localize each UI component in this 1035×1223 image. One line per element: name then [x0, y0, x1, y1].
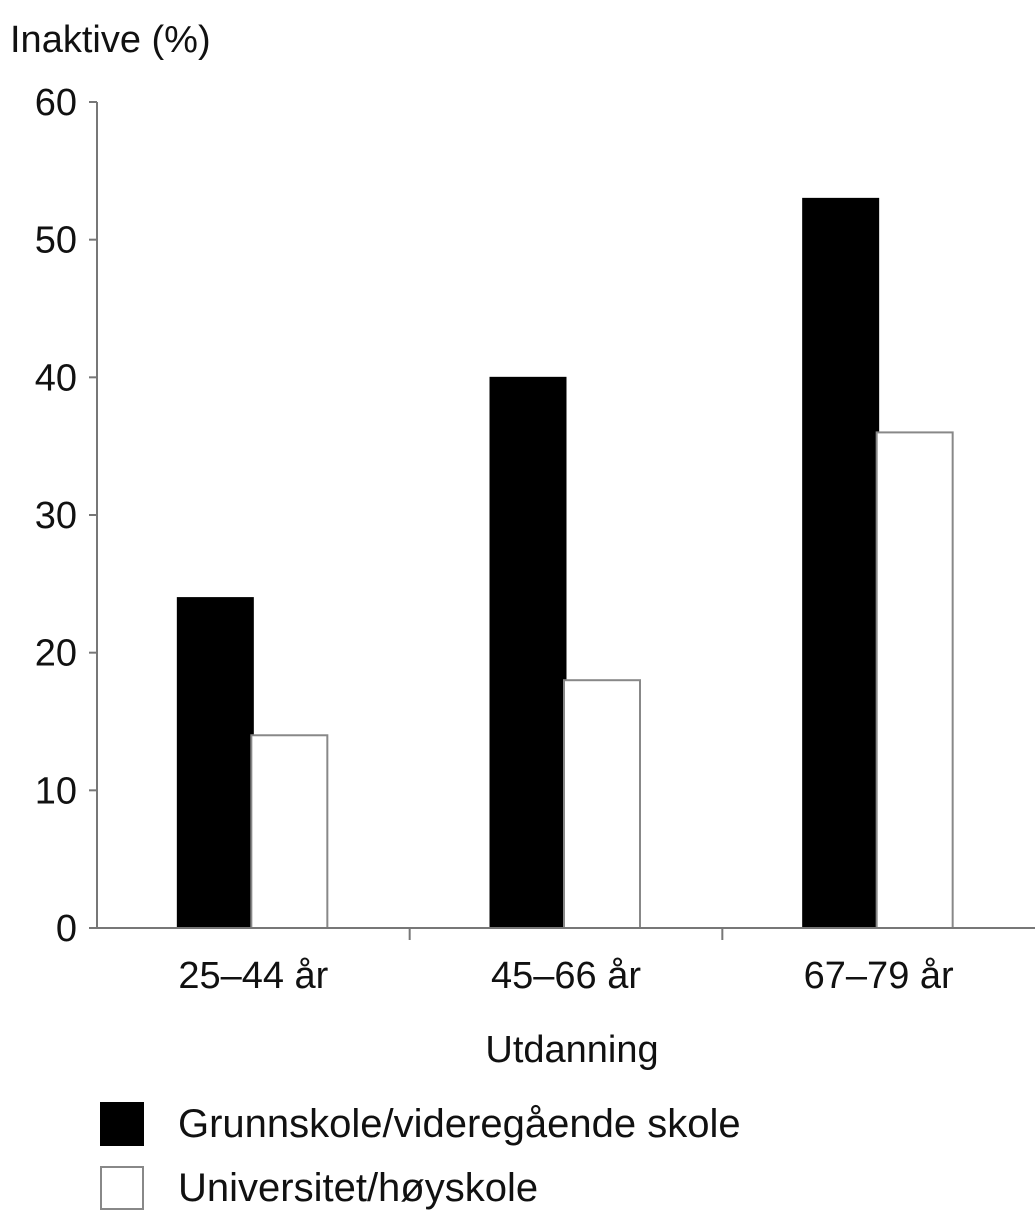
bar-chart: Inaktive (%) 0 10 20 30 40 50 60 25–44 år 45–66… [10, 19, 1035, 1071]
bar-series-1 [176, 597, 254, 929]
bar-series-2 [875, 431, 954, 929]
y-tick-label: 50 [35, 220, 77, 262]
bars [176, 197, 954, 930]
bar-series-1 [489, 376, 567, 929]
legend-swatch-series-2 [100, 1166, 144, 1210]
y-axis: 0 10 20 30 40 50 60 [35, 82, 98, 950]
x-axis-title: Utdanning [485, 1029, 658, 1071]
legend-label-series-2: Universitet/høyskole [178, 1165, 539, 1210]
y-axis-title: Inaktive (%) [10, 19, 211, 61]
legend-item-series-1: Grunnskole/videregående skole [100, 1095, 741, 1153]
x-tick-label: 67–79 år [804, 955, 954, 997]
legend-item-series-2: Universitet/høyskole [100, 1159, 741, 1217]
y-tick-label: 60 [35, 82, 77, 124]
y-tick-label: 0 [56, 908, 77, 950]
x-tick-label: 25–44 år [178, 955, 328, 997]
bar-series-1 [802, 197, 880, 929]
y-tick-label: 10 [35, 770, 77, 812]
y-tick-label: 20 [35, 633, 77, 675]
legend-swatch-series-1 [100, 1102, 144, 1146]
y-tick-label: 40 [35, 357, 77, 399]
x-axis: 25–44 år 45–66 år 67–79 år [97, 927, 1035, 997]
y-tick-label: 30 [35, 495, 77, 537]
bar-series-2 [563, 679, 641, 930]
bar-series-2 [250, 734, 329, 929]
x-tick-label: 45–66 år [491, 955, 641, 997]
legend-label-series-1: Grunnskole/videregående skole [178, 1101, 741, 1146]
legend: Grunnskole/videregående skole Universite… [100, 1095, 741, 1223]
